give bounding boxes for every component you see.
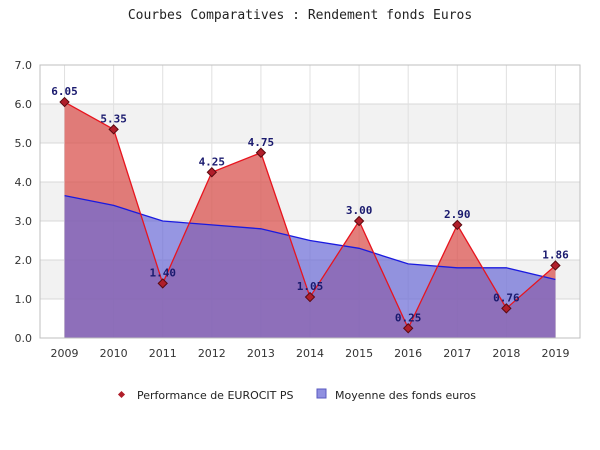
data-point	[353, 215, 365, 227]
data-label: 4.25	[199, 155, 226, 168]
y-tick-label: 0.0	[15, 332, 33, 345]
x-tick-label: 2012	[198, 347, 226, 360]
y-tick-label: 4.0	[15, 176, 33, 189]
x-tick-label: 2011	[149, 347, 177, 360]
data-point	[452, 219, 463, 231]
x-tick-label: 2017	[443, 347, 471, 360]
data-label: 1.86	[542, 248, 569, 261]
legend: Performance de EUROCIT PS Moyenne des fo…	[117, 388, 476, 402]
x-tick-label: 2019	[541, 347, 569, 360]
legend-marker-series-1	[117, 390, 126, 399]
plot-frame	[39, 64, 581, 339]
data-label: 0.76	[493, 291, 520, 304]
data-point	[59, 96, 70, 108]
data-point	[402, 323, 414, 334]
data-point	[206, 167, 218, 178]
data-label: 6.05	[51, 85, 78, 98]
data-label: 5.35	[100, 112, 127, 125]
data-point	[501, 303, 512, 314]
y-tick-label: 7.0	[15, 59, 33, 72]
data-labels: 6.05 5.35 1.40 4.25 4.75 1.05 3.00 0.25 2.90 0.76…	[51, 85, 569, 324]
legend-label-series-1: Performance de EUROCIT PS	[137, 389, 294, 402]
line-series-2	[64, 195, 556, 281]
y-tick-label: 6.0	[15, 98, 33, 111]
x-tick-label: 2016	[394, 347, 422, 360]
x-tick-label: 2013	[247, 347, 275, 360]
data-label: 3.00	[346, 204, 373, 217]
data-point	[550, 260, 561, 271]
x-tick-label: 2009	[51, 347, 79, 360]
data-label: 0.25	[395, 311, 422, 324]
data-label: 1.05	[297, 280, 324, 293]
data-label: 1.40	[149, 266, 176, 279]
y-tick-label: 3.0	[15, 215, 33, 228]
data-point	[255, 147, 267, 158]
area-series-2	[64, 195, 556, 338]
area-series	[64, 102, 556, 338]
x-tick-label: 2015	[345, 347, 373, 360]
y-tick-label: 2.0	[15, 254, 33, 267]
axes: 0.0 1.0 2.0 3.0 4.0 5.0 6.0 7.0 2009 2010 2011 2012…	[15, 59, 581, 360]
data-point	[157, 278, 168, 289]
x-tick-label: 2018	[492, 347, 520, 360]
data-point	[108, 124, 119, 135]
y-tick-label: 5.0	[15, 137, 33, 150]
x-tick-label: 2014	[296, 347, 324, 360]
x-tick-label: 2010	[100, 347, 128, 360]
data-label: 2.90	[444, 208, 471, 221]
legend-swatch-series-2	[316, 388, 327, 399]
legend-label-series-2: Moyenne des fonds euros	[335, 389, 476, 402]
chart-title: Courbes Comparatives : Rendement fonds E…	[128, 8, 472, 23]
data-point	[304, 291, 316, 303]
y-tick-label: 1.0	[15, 293, 33, 306]
data-label: 4.75	[248, 136, 275, 149]
data-markers	[59, 96, 561, 334]
